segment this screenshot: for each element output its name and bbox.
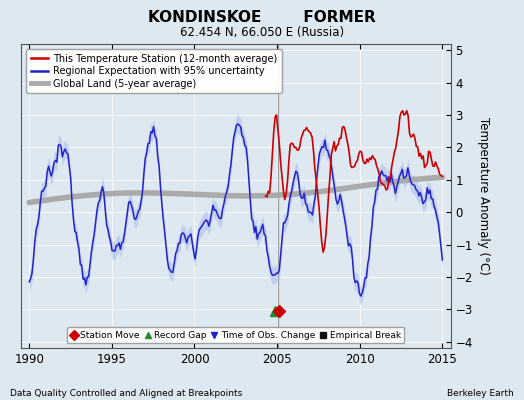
Y-axis label: Temperature Anomaly (°C): Temperature Anomaly (°C) xyxy=(476,117,489,275)
Text: Data Quality Controlled and Aligned at Breakpoints: Data Quality Controlled and Aligned at B… xyxy=(10,389,243,398)
Text: KONDINSKOE        FORMER: KONDINSKOE FORMER xyxy=(148,10,376,25)
Legend: Station Move, Record Gap, Time of Obs. Change, Empirical Break: Station Move, Record Gap, Time of Obs. C… xyxy=(67,327,405,344)
Text: 62.454 N, 66.050 E (Russia): 62.454 N, 66.050 E (Russia) xyxy=(180,26,344,39)
Text: Berkeley Earth: Berkeley Earth xyxy=(447,389,514,398)
